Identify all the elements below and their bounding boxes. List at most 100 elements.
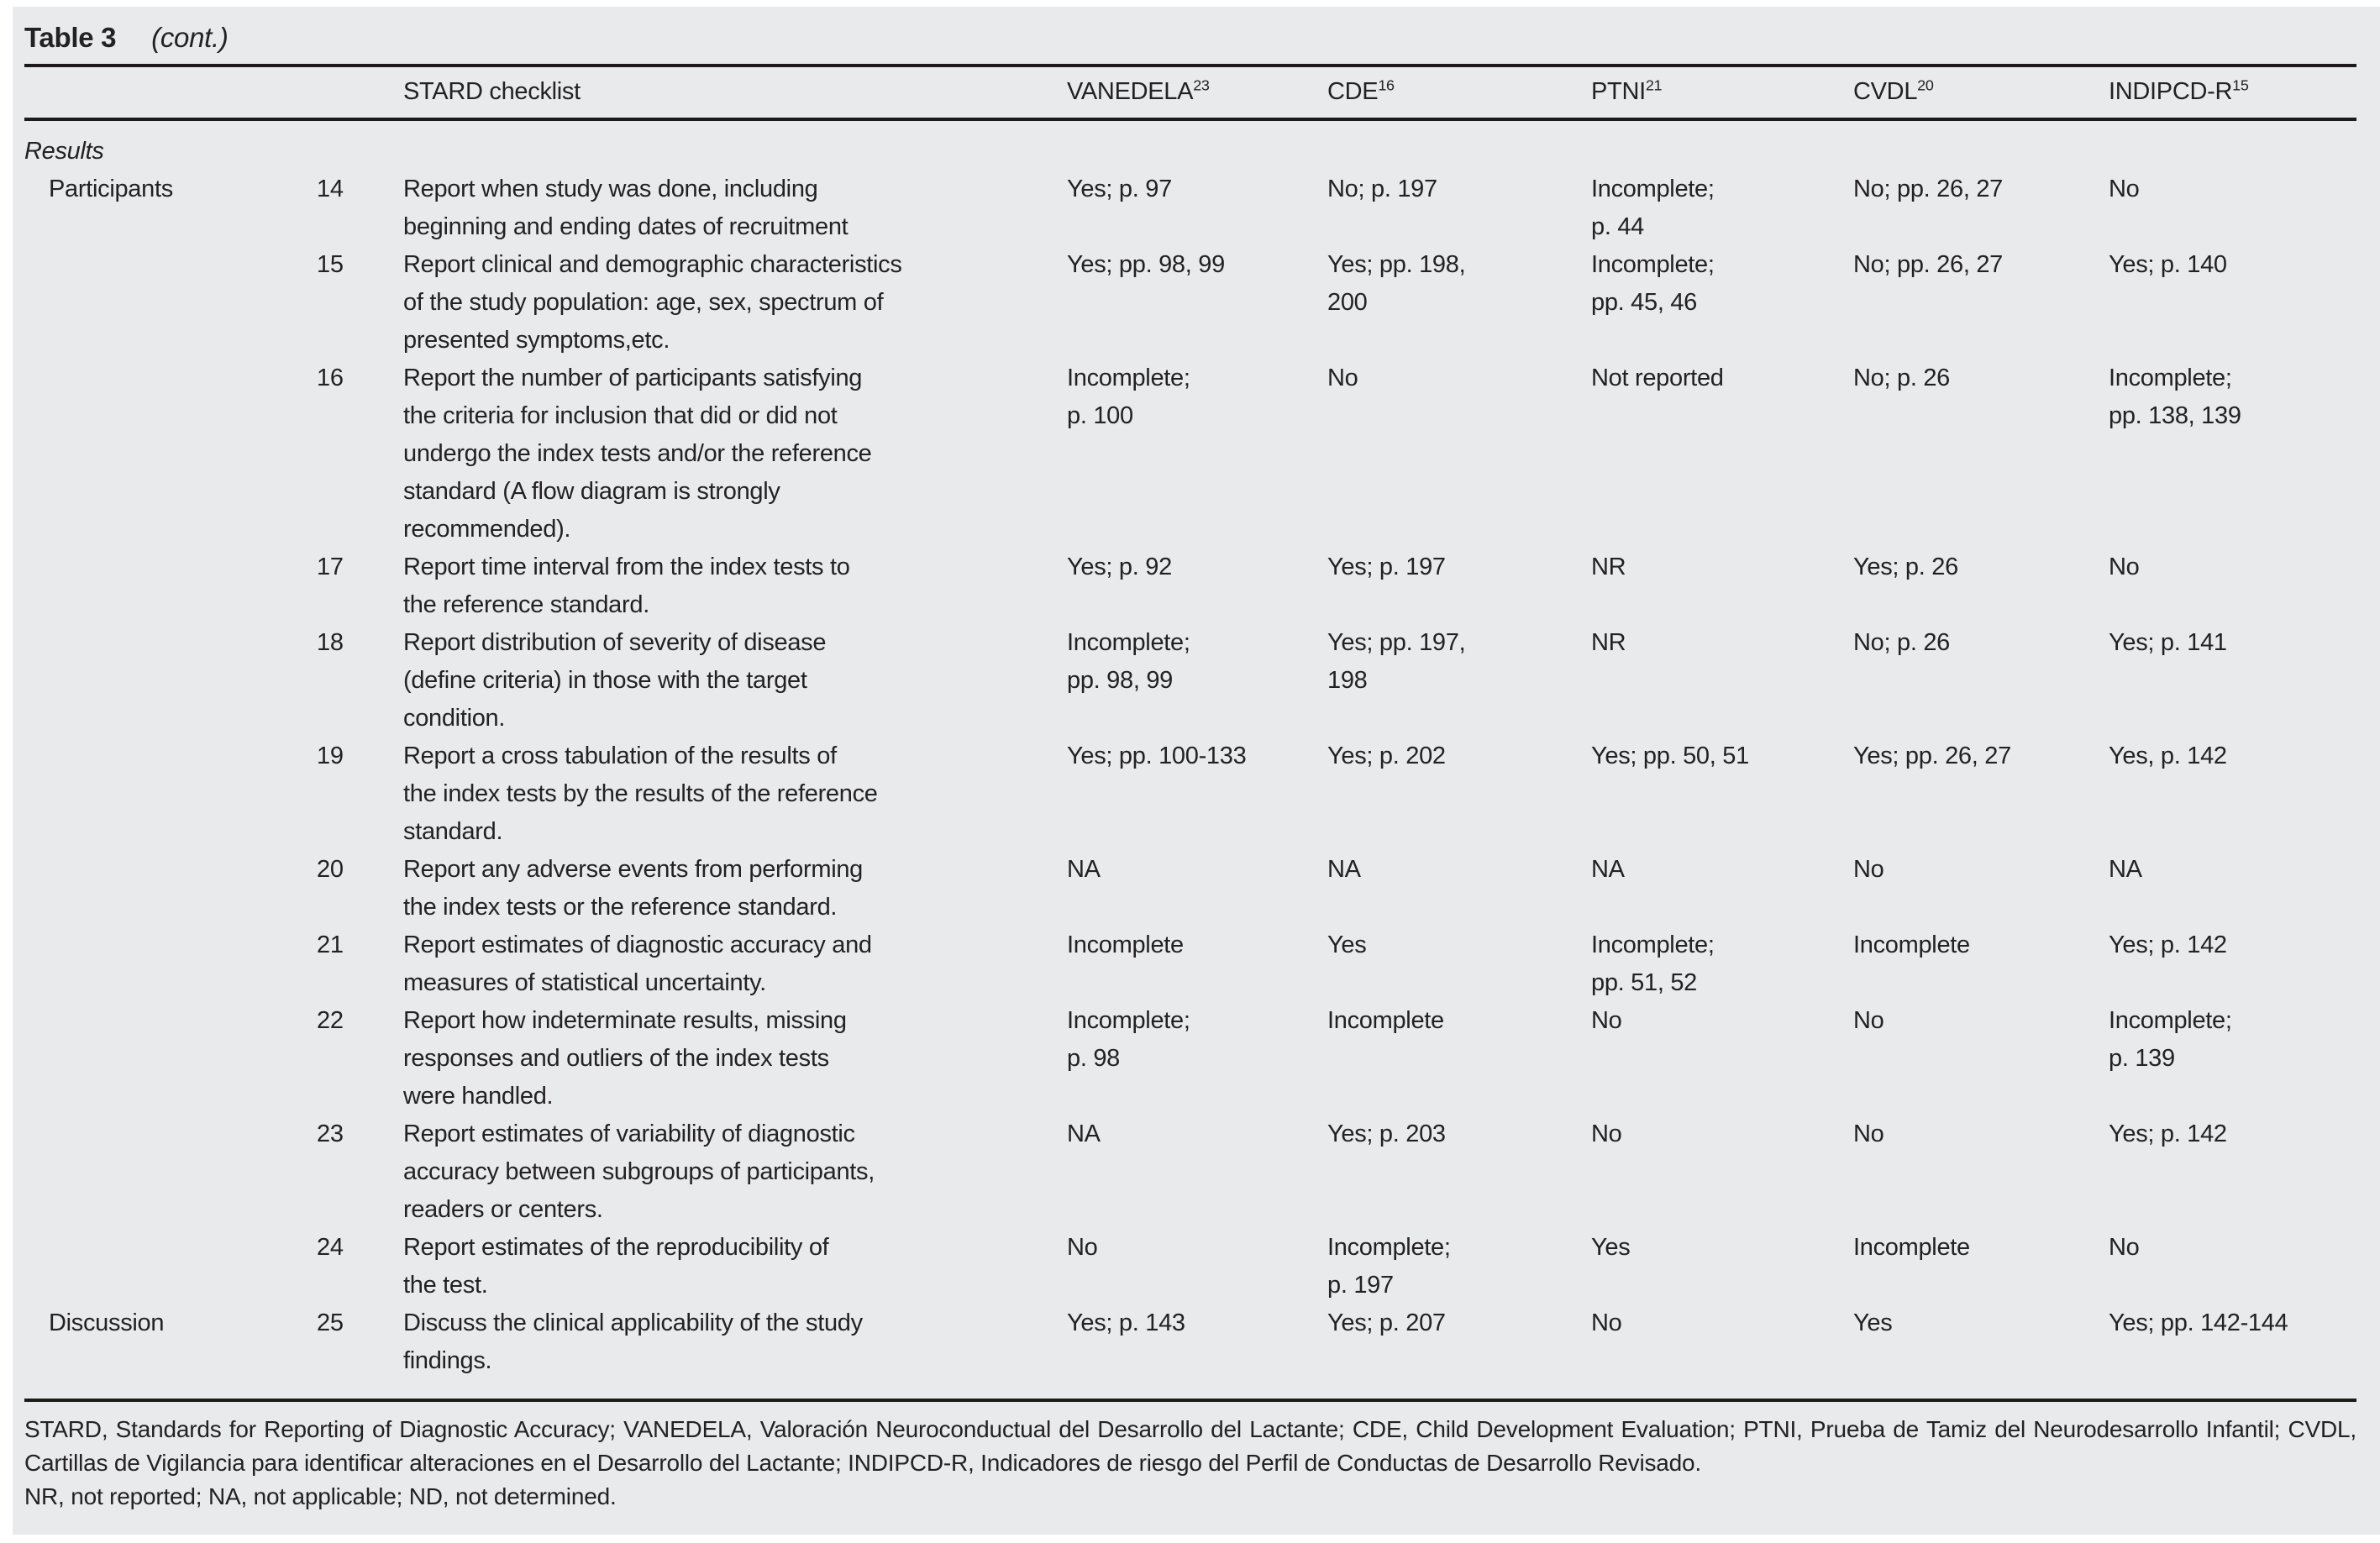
cell-indipcd-r: Yes; p. 140 (2109, 251, 2227, 278)
ptni-ref-superscript: 21 (1645, 76, 1663, 94)
checklist-item-text: Report clinical and demographic characte… (403, 251, 902, 354)
table-row: 20 Report any adverse events from perfor… (24, 851, 2356, 926)
cell-cde: Incomplete; p. 197 (1327, 1234, 1451, 1299)
cell-ptni: NR (1591, 554, 1626, 580)
cell-vanedela: NA (1067, 1121, 1101, 1147)
cell-cvdl: Incomplete (1853, 932, 1970, 958)
cde-ref-superscript: 16 (1378, 76, 1395, 94)
cell-cvdl: No; p. 26 (1853, 365, 1950, 391)
cell-indipcd-r: Yes; pp. 142-144 (2109, 1309, 2288, 1336)
row-group-label: Discussion (49, 1309, 165, 1336)
cell-indipcd-r: Yes, p. 142 (2109, 743, 2227, 769)
cell-ptni: Incomplete; p. 44 (1591, 176, 1715, 240)
column-header-cvdl: CVDL20 (1853, 76, 1934, 105)
column-header-checklist: STARD checklist (403, 78, 581, 105)
checklist-item-text: Report estimates of variability of diagn… (403, 1121, 875, 1223)
column-header-ptni: PTNI21 (1591, 76, 1663, 105)
table-row: 15 Report clinical and demographic chara… (24, 246, 2356, 360)
row-number: 18 (317, 629, 344, 656)
header-rule (24, 118, 2356, 121)
cell-ptni: No (1591, 1309, 1622, 1336)
table-row: 16 Report the number of participants sat… (24, 360, 2356, 548)
table-row: 24 Report estimates of the reproducibili… (24, 1229, 2356, 1304)
row-number: 25 (317, 1309, 344, 1336)
cell-ptni: NA (1591, 856, 1625, 883)
cell-cvdl: No (1853, 1007, 1884, 1034)
cell-vanedela: Incomplete; pp. 98, 99 (1067, 629, 1190, 694)
footnote-abbreviations: STARD, Standards for Reporting of Diagno… (24, 1416, 2356, 1476)
column-header-indipcd-r: INDIPCD-R15 (2109, 76, 2249, 105)
cell-cde: Yes; pp. 198, 200 (1327, 251, 1466, 316)
cell-ptni: Yes (1591, 1234, 1631, 1261)
row-number: 21 (317, 932, 344, 958)
table-row: 23 Report estimates of variability of di… (24, 1115, 2356, 1229)
checklist-item-text: Report distribution of severity of disea… (403, 629, 827, 732)
table-row: Discussion 25 Discuss the clinical appli… (24, 1304, 2356, 1380)
table-sheet: Table 3 (cont.) STARD checklist VANEDELA2… (13, 7, 2380, 1535)
row-number: 24 (317, 1234, 344, 1261)
checklist-item-text: Report how indeterminate results, missin… (403, 1007, 847, 1110)
cell-cvdl: Yes; pp. 26, 27 (1853, 743, 2011, 769)
column-header-row: STARD checklist VANEDELA23 CDE16 PTNI21 … (24, 67, 2356, 118)
row-number: 20 (317, 856, 344, 883)
checklist-item-text: Report when study was done, including be… (403, 176, 848, 240)
checklist-item-text: Report time interval from the index test… (403, 554, 850, 618)
cell-vanedela: Yes; pp. 98, 99 (1067, 251, 1225, 278)
cell-indipcd-r: Yes; p. 142 (2109, 932, 2227, 958)
cell-vanedela: No (1067, 1234, 1098, 1261)
cell-indipcd-r: No (2109, 554, 2140, 580)
column-header-cde: CDE16 (1327, 76, 1395, 105)
cell-vanedela: Incomplete; p. 100 (1067, 365, 1190, 429)
table-row: 17 Report time interval from the index t… (24, 548, 2356, 624)
checklist-item-text: Report any adverse events from performin… (403, 856, 864, 921)
table-row: Participants 14 Report when study was do… (24, 171, 2356, 246)
table-row: 22 Report how indeterminate results, mis… (24, 1002, 2356, 1115)
cell-cde: Yes; p. 202 (1327, 743, 1446, 769)
cvdl-ref-superscript: 20 (1917, 76, 1934, 94)
cell-indipcd-r: NA (2109, 856, 2142, 883)
table-row: 21 Report estimates of diagnostic accura… (24, 926, 2356, 1002)
cell-cde: Yes (1327, 932, 1367, 958)
cell-ptni: Not reported (1591, 365, 1724, 391)
row-group-label: Participants (49, 176, 173, 202)
checklist-item-text: Report estimates of the reproducibility … (403, 1234, 829, 1299)
cell-cvdl: No; pp. 26, 27 (1853, 176, 2003, 202)
cell-cvdl: Yes; p. 26 (1853, 554, 1958, 580)
table-footnotes: STARD, Standards for Reporting of Diagno… (24, 1402, 2356, 1514)
cell-cvdl: No (1853, 856, 1884, 883)
cell-indipcd-r: Incomplete; p. 139 (2109, 1007, 2232, 1072)
cell-vanedela: Yes; p. 97 (1067, 176, 1172, 202)
cell-cde: NA (1327, 856, 1361, 883)
bottom-rule (24, 1399, 2356, 1402)
table-row: 18 Report distribution of severity of di… (24, 624, 2356, 737)
cell-ptni: Incomplete; pp. 45, 46 (1591, 251, 1715, 316)
cell-cde: No (1327, 365, 1358, 391)
cell-ptni: Incomplete; pp. 51, 52 (1591, 932, 1715, 996)
row-number: 19 (317, 743, 344, 769)
cell-ptni: No (1591, 1121, 1622, 1147)
cell-cde: Yes; p. 203 (1327, 1121, 1446, 1147)
cell-indipcd-r: No (2109, 176, 2140, 202)
cell-vanedela: Incomplete (1067, 932, 1184, 958)
cell-vanedela: Yes; p. 92 (1067, 554, 1172, 580)
cell-ptni: NR (1591, 629, 1626, 656)
cell-cvdl: No; pp. 26, 27 (1853, 251, 2003, 278)
indipcd-r-ref-superscript: 15 (2232, 76, 2249, 94)
row-number: 17 (317, 554, 344, 580)
cell-cvdl: No (1853, 1121, 1884, 1147)
checklist-item-text: Discuss the clinical applicability of th… (403, 1309, 863, 1374)
cell-cde: Incomplete (1327, 1007, 1444, 1034)
row-number: 23 (317, 1121, 344, 1147)
vanedela-ref-superscript: 23 (1193, 76, 1210, 94)
table-caption: Table 3 (cont.) (24, 7, 2356, 64)
cell-indipcd-r: Incomplete; pp. 138, 139 (2109, 365, 2241, 429)
cell-cvdl: No; p. 26 (1853, 629, 1950, 656)
cell-indipcd-r: Yes; p. 141 (2109, 629, 2227, 656)
row-number: 22 (317, 1007, 344, 1034)
footnote-codes: NR, not reported; NA, not applicable; ND… (24, 1483, 617, 1509)
checklist-item-text: Report a cross tabulation of the results… (403, 743, 878, 845)
cell-cde: Yes; pp. 197, 198 (1327, 629, 1466, 694)
table-row: 19 Report a cross tabulation of the resu… (24, 737, 2356, 851)
row-number: 15 (317, 251, 344, 278)
table-title-note: (cont.) (151, 22, 229, 53)
